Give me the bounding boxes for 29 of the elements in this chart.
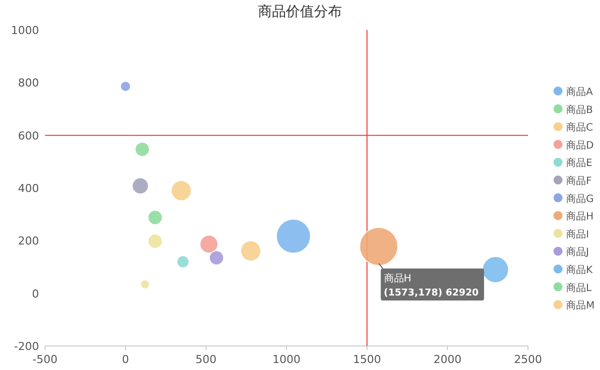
x-tick-label: 1500 <box>353 353 381 366</box>
x-tick-label: -500 <box>32 353 58 366</box>
legend-label: 商品H <box>566 210 594 223</box>
y-tick-label: 400 <box>18 182 39 195</box>
legend-label: 商品L <box>566 282 592 294</box>
legend-label: 商品B <box>566 104 593 116</box>
y-tick-label: 600 <box>18 129 39 142</box>
legend-label: 商品J <box>566 246 589 258</box>
x-tick-label: 1000 <box>272 353 300 366</box>
legend-label: 商品K <box>566 264 593 276</box>
x-tick-label: 500 <box>196 353 216 366</box>
x-tick-label: 0 <box>122 353 129 366</box>
legend-label: 商品I <box>566 228 589 240</box>
legend-label: 商品G <box>566 192 594 205</box>
y-tick-label: 1000 <box>11 24 39 37</box>
legend-label: 商品D <box>566 139 594 152</box>
chart-title: 商品价值分布 <box>258 4 342 20</box>
y-tick-label: 200 <box>18 234 39 248</box>
x-tick-label: 2500 <box>514 353 542 366</box>
y-tick-label: 800 <box>18 76 39 90</box>
legend-label: 商品E <box>566 157 592 170</box>
legend-label: 商品M <box>566 300 595 312</box>
legend-label: 商品A <box>566 86 593 98</box>
x-tick-label: 2000 <box>434 353 462 366</box>
legend-label: 商品F <box>566 175 592 187</box>
annotation: 商品H (1573,178) 62920 <box>384 272 480 298</box>
y-tick-label: -200 <box>14 340 39 353</box>
legend-label: 商品C <box>566 122 593 134</box>
y-tick-label: 0 <box>32 287 39 300</box>
